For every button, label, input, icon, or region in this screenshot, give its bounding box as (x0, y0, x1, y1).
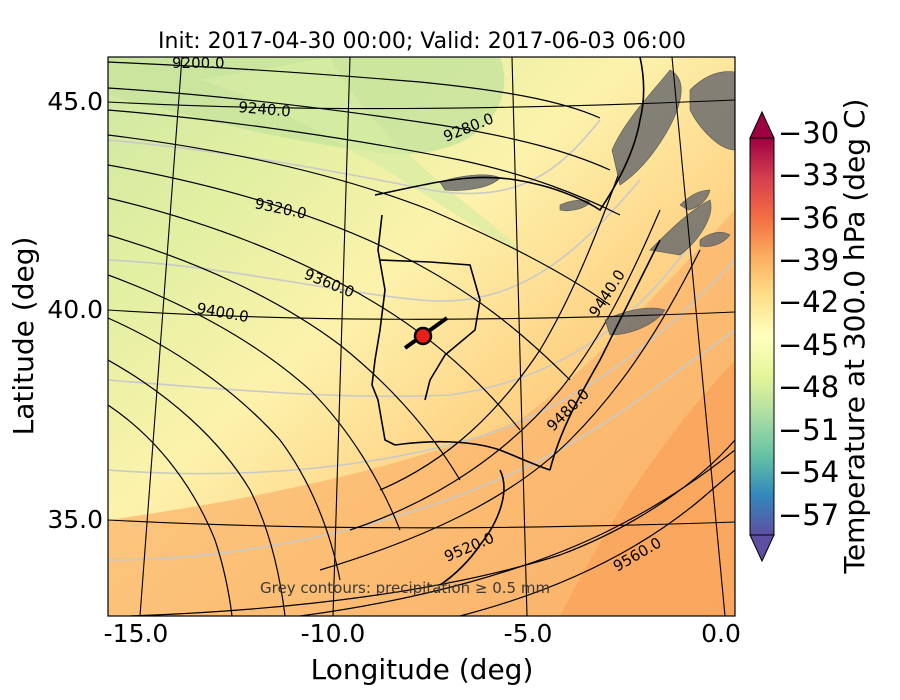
x-axis-label: Longitude (deg) (311, 653, 534, 686)
map-area[interactable]: 9200.0 9240.0 9280.0 9320.0 9360.0 9400.… (108, 54, 735, 616)
colorbar-tick-label: −36 (778, 201, 839, 235)
colorbar-tick-label: −30 (778, 116, 839, 150)
x-tick-label: -10.0 (301, 619, 366, 648)
map-frame (107, 56, 736, 617)
y-tick-label: 35.0 (47, 505, 103, 534)
temperature-contours (108, 119, 735, 561)
y-tick-label: 40.0 (47, 295, 103, 324)
colorbar-tick-label: −33 (778, 158, 839, 192)
y-axis-label: Latitude (deg) (7, 237, 40, 436)
colorbar-tick-label: −39 (778, 243, 839, 277)
colorbar: −30 −33 −36 −39 −42 −45 −48 −51 −54 −57 … (749, 99, 871, 575)
contour-label: 9200.0 (172, 54, 225, 72)
colorbar-tick-label: −54 (778, 455, 839, 489)
y-tick-label: 45.0 (47, 87, 103, 116)
colorbar-tick-label: −45 (778, 328, 839, 362)
cool-band (200, 57, 520, 250)
colorbar-label: Temperature at 300.0 hPa (deg C) (838, 99, 871, 575)
x-axis: -15.0 -10.0 -5.0 0.0 Longitude (deg) (104, 619, 741, 686)
warm-south (108, 210, 735, 616)
colorbar-extend-top (749, 110, 775, 139)
station-dot (413, 326, 433, 346)
coastlines (371, 57, 661, 586)
contour-label: 9240.0 (238, 98, 292, 121)
colorbar-tick-label: −57 (778, 498, 839, 532)
graticule (108, 57, 735, 616)
colorbar-tick-label: −42 (778, 285, 839, 319)
colorbar-body (749, 137, 775, 536)
map-title: Init: 2017-04-30 00:00; Valid: 2017-06-0… (158, 29, 686, 54)
x-tick-label: -5.0 (504, 619, 553, 648)
warm-southeast (560, 360, 735, 616)
x-tick-label: -15.0 (104, 619, 169, 648)
station-marker[interactable] (403, 316, 449, 350)
colorbar-extend-bottom (749, 534, 775, 563)
colorbar-tick-label: −51 (778, 413, 839, 447)
x-tick-label: 0.0 (701, 619, 741, 648)
colorbar-ticks: −30 −33 −36 −39 −42 −45 −48 −51 −54 −57 (778, 116, 839, 532)
colorbar-tick-label: −48 (778, 370, 839, 404)
precipitation-note: Grey contours: precipitation ≥ 0.5 mm (260, 579, 550, 597)
y-axis: 45.0 40.0 35.0 Latitude (deg) (7, 87, 103, 534)
